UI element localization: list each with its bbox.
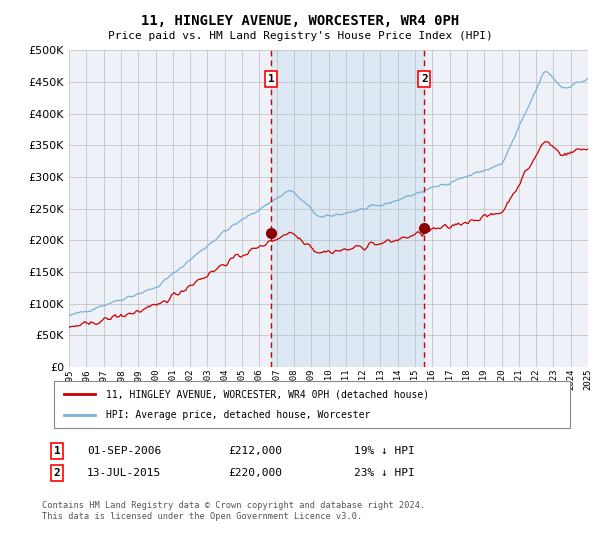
Text: Price paid vs. HM Land Registry's House Price Index (HPI): Price paid vs. HM Land Registry's House …	[107, 31, 493, 41]
Text: £212,000: £212,000	[228, 446, 282, 456]
Text: 01-SEP-2006: 01-SEP-2006	[87, 446, 161, 456]
Text: 11, HINGLEY AVENUE, WORCESTER, WR4 0PH: 11, HINGLEY AVENUE, WORCESTER, WR4 0PH	[141, 14, 459, 28]
Text: 1: 1	[268, 74, 274, 84]
Text: Contains HM Land Registry data © Crown copyright and database right 2024.
This d: Contains HM Land Registry data © Crown c…	[42, 501, 425, 521]
Text: 1: 1	[53, 446, 61, 456]
Bar	[271, 50, 424, 367]
Text: 2: 2	[421, 74, 428, 84]
Text: 2: 2	[53, 468, 61, 478]
Text: £220,000: £220,000	[228, 468, 282, 478]
FancyBboxPatch shape	[54, 381, 570, 428]
Text: 11, HINGLEY AVENUE, WORCESTER, WR4 0PH (detached house): 11, HINGLEY AVENUE, WORCESTER, WR4 0PH (…	[106, 389, 429, 399]
Text: HPI: Average price, detached house, Worcester: HPI: Average price, detached house, Worc…	[106, 410, 370, 420]
Text: 19% ↓ HPI: 19% ↓ HPI	[354, 446, 415, 456]
Text: 23% ↓ HPI: 23% ↓ HPI	[354, 468, 415, 478]
Text: 13-JUL-2015: 13-JUL-2015	[87, 468, 161, 478]
